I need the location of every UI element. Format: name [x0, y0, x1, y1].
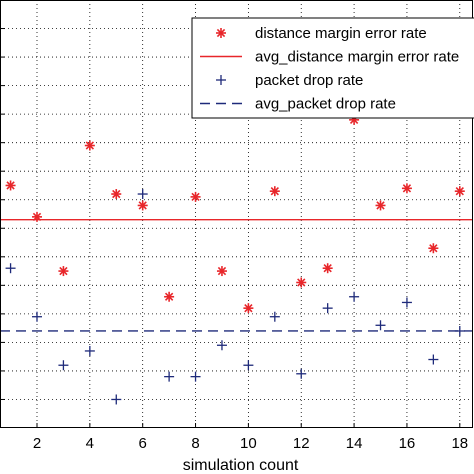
x-tick-label: 12 — [293, 435, 310, 452]
legend: distance margin error rate avg_distance m… — [191, 17, 474, 119]
distance-error-point — [58, 266, 69, 277]
asterisk-stroke — [270, 187, 279, 196]
asterisk-stroke — [164, 292, 174, 301]
legend-label: packet drop rate — [255, 72, 363, 89]
packet-drop-point — [322, 303, 333, 314]
distance-error-point — [375, 200, 386, 211]
packet-drop-point — [5, 263, 16, 274]
packet-drop-point — [216, 340, 227, 351]
distance-error-point — [137, 200, 148, 211]
asterisk-stroke — [138, 201, 147, 210]
x-tick-label: 8 — [191, 435, 199, 452]
asterisk-stroke — [112, 189, 121, 199]
asterisk-stroke — [216, 28, 226, 38]
grid — [0, 0, 473, 428]
packet-drop-point — [84, 345, 95, 356]
packet-drop-point — [31, 311, 42, 322]
legend-label: avg_packet drop rate — [255, 96, 396, 113]
distance-error-point — [243, 303, 254, 314]
distance-error-point — [401, 183, 412, 194]
distance-error-point — [5, 180, 16, 191]
packet-drop-point — [269, 311, 280, 322]
asterisk-stroke — [85, 141, 95, 150]
distance-error-point — [322, 263, 333, 274]
asterisk-stroke — [455, 187, 464, 196]
packet-drop-point — [164, 371, 175, 382]
asterisk-stroke — [191, 192, 200, 202]
legend-asterisk-swatch — [216, 28, 226, 38]
legend-plus-swatch — [216, 75, 226, 85]
asterisk-stroke — [323, 264, 332, 273]
x-tick-label: 6 — [139, 435, 147, 452]
packet-drop-point — [296, 368, 307, 379]
packet-drop-point — [375, 320, 386, 331]
distance-error-point — [269, 186, 280, 197]
distance-error-point — [84, 140, 95, 151]
x-tick-label: 4 — [86, 435, 94, 452]
x-tick-label: 16 — [399, 435, 416, 452]
distance-error-point — [296, 277, 307, 288]
legend-box — [191, 17, 474, 119]
asterisk-stroke — [244, 303, 253, 313]
asterisk-stroke — [297, 278, 306, 287]
x-tick-label: 10 — [240, 435, 257, 452]
packet-drop-point — [58, 360, 69, 371]
packet-drop-point — [190, 371, 201, 382]
x-tick-label: 18 — [451, 435, 468, 452]
series-layer — [0, 114, 473, 405]
x-axis-label: simulation count — [183, 457, 299, 474]
asterisk-stroke — [376, 201, 385, 210]
x-tick-label: 14 — [346, 435, 363, 452]
asterisk-stroke — [6, 181, 15, 190]
asterisk-stroke — [217, 266, 227, 276]
packet-drop-point — [243, 360, 254, 371]
distance-error-point — [454, 186, 465, 197]
distance-error-point — [428, 243, 439, 254]
packet-drop-point — [401, 297, 412, 308]
distance-error-point — [216, 266, 227, 277]
packet-drop-point — [137, 189, 148, 200]
asterisk-stroke — [59, 266, 68, 276]
distance-error-point — [190, 191, 201, 202]
packet-drop-point — [349, 291, 360, 302]
distance-error-point — [111, 189, 122, 200]
packet-drop-point — [111, 394, 122, 405]
plot-frame — [0, 0, 473, 428]
x-tick-label: 2 — [33, 435, 41, 452]
legend-label: avg_distance margin error rate — [255, 49, 459, 66]
legend-label: distance margin error rate — [255, 25, 427, 42]
asterisk-stroke — [402, 184, 412, 193]
packet-drop-point — [428, 354, 439, 365]
distance-error-point — [164, 291, 175, 302]
asterisk-stroke — [429, 244, 438, 253]
